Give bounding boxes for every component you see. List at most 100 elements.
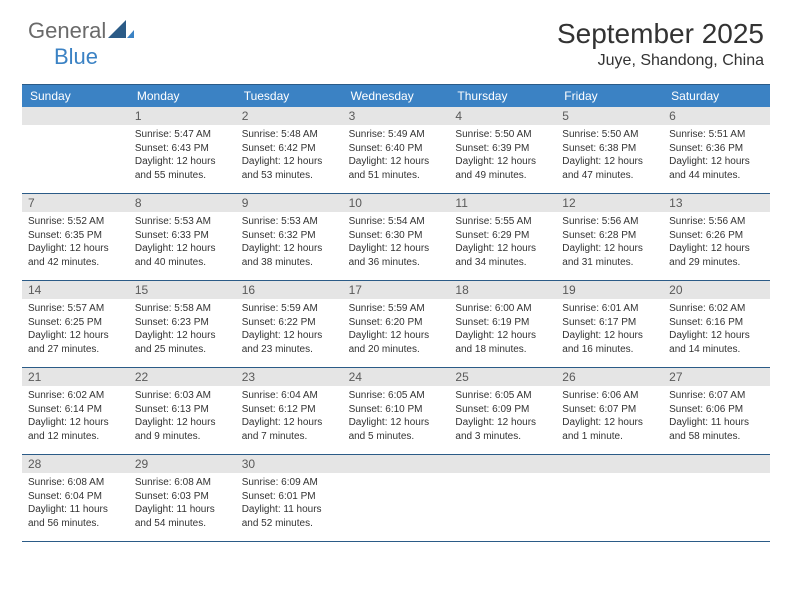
- sunrise-text: Sunrise: 5:54 AM: [349, 215, 444, 229]
- day-number: 3: [343, 107, 450, 125]
- sunrise-text: Sunrise: 5:47 AM: [135, 128, 230, 142]
- day-cell: 7Sunrise: 5:52 AMSunset: 6:35 PMDaylight…: [22, 194, 129, 280]
- day-number: 28: [22, 455, 129, 473]
- day-cell: 18Sunrise: 6:00 AMSunset: 6:19 PMDayligh…: [449, 281, 556, 367]
- day-number: 23: [236, 368, 343, 386]
- daylight-text: Daylight: 12 hours and 47 minutes.: [562, 155, 657, 182]
- day-details: Sunrise: 5:51 AMSunset: 6:36 PMDaylight:…: [663, 125, 770, 186]
- sunset-text: Sunset: 6:33 PM: [135, 229, 230, 243]
- day-cell: 30Sunrise: 6:09 AMSunset: 6:01 PMDayligh…: [236, 455, 343, 541]
- sunrise-text: Sunrise: 5:58 AM: [135, 302, 230, 316]
- day-cell: 26Sunrise: 6:06 AMSunset: 6:07 PMDayligh…: [556, 368, 663, 454]
- day-cell: 5Sunrise: 5:50 AMSunset: 6:38 PMDaylight…: [556, 107, 663, 193]
- day-cell: 22Sunrise: 6:03 AMSunset: 6:13 PMDayligh…: [129, 368, 236, 454]
- day-cell: 16Sunrise: 5:59 AMSunset: 6:22 PMDayligh…: [236, 281, 343, 367]
- weeks-container: 1 Sunrise: 5:47 AMSunset: 6:43 PM Daylight…: [22, 107, 770, 542]
- day-number: [343, 455, 450, 473]
- day-cell: 8Sunrise: 5:53 AMSunset: 6:33 PMDaylight…: [129, 194, 236, 280]
- daylight-text: Daylight: 11 hours and 56 minutes.: [28, 503, 123, 530]
- sunrise-text: Sunrise: 6:07 AM: [669, 389, 764, 403]
- sunset-text: Sunset: 6:10 PM: [349, 403, 444, 417]
- daylight-text: Daylight: 12 hours and 38 minutes.: [242, 242, 337, 269]
- day-cell: 15Sunrise: 5:58 AMSunset: 6:23 PMDayligh…: [129, 281, 236, 367]
- sunrise-text: Sunrise: 6:08 AM: [28, 476, 123, 490]
- week-row: 28Sunrise: 6:08 AMSunset: 6:04 PMDayligh…: [22, 455, 770, 542]
- day-cell: 14Sunrise: 5:57 AMSunset: 6:25 PMDayligh…: [22, 281, 129, 367]
- day-cell: 27Sunrise: 6:07 AMSunset: 6:06 PMDayligh…: [663, 368, 770, 454]
- day-number: 8: [129, 194, 236, 212]
- logo-general: General: [28, 18, 106, 43]
- day-details: Sunrise: 6:00 AMSunset: 6:19 PMDaylight:…: [449, 299, 556, 360]
- sunset-text: Sunset: 6:40 PM: [349, 142, 444, 156]
- day-cell: 20Sunrise: 6:02 AMSunset: 6:16 PMDayligh…: [663, 281, 770, 367]
- day-cell: 12Sunrise: 5:56 AMSunset: 6:28 PMDayligh…: [556, 194, 663, 280]
- sunrise-text: Sunrise: 6:06 AM: [562, 389, 657, 403]
- day-number: 12: [556, 194, 663, 212]
- sunset-text: Sunset: 6:23 PM: [135, 316, 230, 330]
- sunrise-text: Sunrise: 5:53 AM: [242, 215, 337, 229]
- week-row: 14Sunrise: 5:57 AMSunset: 6:25 PMDayligh…: [22, 281, 770, 368]
- day-details: Sunrise: 5:59 AMSunset: 6:20 PMDaylight:…: [343, 299, 450, 360]
- daylight-text: Daylight: 11 hours and 52 minutes.: [242, 503, 337, 530]
- day-details: Sunrise: 6:03 AMSunset: 6:13 PMDaylight:…: [129, 386, 236, 447]
- weekday-cell: Sunday: [22, 85, 129, 107]
- daylight-text: Daylight: 12 hours and 42 minutes.: [28, 242, 123, 269]
- week-row: 7Sunrise: 5:52 AMSunset: 6:35 PMDaylight…: [22, 194, 770, 281]
- daylight-text: Daylight: 12 hours and 34 minutes.: [455, 242, 550, 269]
- day-details: Sunrise: 5:50 AMSunset: 6:38 PMDaylight:…: [556, 125, 663, 186]
- day-cell: [343, 455, 450, 541]
- day-details: Sunrise: 6:06 AMSunset: 6:07 PMDaylight:…: [556, 386, 663, 447]
- day-details: Sunrise: 6:08 AMSunset: 6:03 PMDaylight:…: [129, 473, 236, 534]
- sunset-text: Sunset: 6:39 PM: [455, 142, 550, 156]
- sunrise-text: Sunrise: 6:02 AM: [669, 302, 764, 316]
- day-details: Sunrise: 6:02 AMSunset: 6:16 PMDaylight:…: [663, 299, 770, 360]
- sunrise-text: Sunrise: 6:08 AM: [135, 476, 230, 490]
- daylight-text: Daylight: 12 hours and 25 minutes.: [135, 329, 230, 356]
- sunset-text: Sunset: 6:22 PM: [242, 316, 337, 330]
- day-number: 10: [343, 194, 450, 212]
- weekday-cell: Wednesday: [343, 85, 450, 107]
- daylight-text: Daylight: 12 hours and 12 minutes.: [28, 416, 123, 443]
- calendar: SundayMondayTuesdayWednesdayThursdayFrid…: [22, 84, 770, 542]
- sunset-text: Sunset: 6:12 PM: [242, 403, 337, 417]
- sunrise-text: Sunrise: 6:03 AM: [135, 389, 230, 403]
- daylight-text: Daylight: 12 hours and 16 minutes.: [562, 329, 657, 356]
- sunset-text: Sunset: 6:43 PM: [135, 142, 230, 156]
- daylight-text: Daylight: 12 hours and 7 minutes.: [242, 416, 337, 443]
- daylight-text: Daylight: 12 hours and 23 minutes.: [242, 329, 337, 356]
- day-cell: 24Sunrise: 6:05 AMSunset: 6:10 PMDayligh…: [343, 368, 450, 454]
- day-number: 20: [663, 281, 770, 299]
- sunset-text: Sunset: 6:38 PM: [562, 142, 657, 156]
- day-number: 1: [129, 107, 236, 125]
- day-cell: 17Sunrise: 5:59 AMSunset: 6:20 PMDayligh…: [343, 281, 450, 367]
- day-details: Sunrise: 5:48 AMSunset: 6:42 PMDaylight:…: [236, 125, 343, 186]
- day-number: 25: [449, 368, 556, 386]
- day-number: [556, 455, 663, 473]
- day-cell: [449, 455, 556, 541]
- day-cell: 4Sunrise: 5:50 AMSunset: 6:39 PMDaylight…: [449, 107, 556, 193]
- daylight-text: Daylight: 12 hours and 14 minutes.: [669, 329, 764, 356]
- day-cell: 3Sunrise: 5:49 AMSunset: 6:40 PMDaylight…: [343, 107, 450, 193]
- day-number: 9: [236, 194, 343, 212]
- day-cell: [22, 107, 129, 193]
- sunrise-text: Sunrise: 5:59 AM: [242, 302, 337, 316]
- daylight-text: Daylight: 11 hours and 54 minutes.: [135, 503, 230, 530]
- day-details: Sunrise: 6:07 AMSunset: 6:06 PMDaylight:…: [663, 386, 770, 447]
- sunset-text: Sunset: 6:14 PM: [28, 403, 123, 417]
- day-number: 7: [22, 194, 129, 212]
- day-number: 26: [556, 368, 663, 386]
- sunrise-text: Sunrise: 5:48 AM: [242, 128, 337, 142]
- daylight-text: Daylight: 12 hours and 20 minutes.: [349, 329, 444, 356]
- day-details: Sunrise: 6:02 AMSunset: 6:14 PMDaylight:…: [22, 386, 129, 447]
- day-number: 24: [343, 368, 450, 386]
- sunrise-text: Sunrise: 6:05 AM: [455, 389, 550, 403]
- sunrise-text: Sunrise: 5:56 AM: [669, 215, 764, 229]
- daylight-text: Daylight: 12 hours and 49 minutes.: [455, 155, 550, 182]
- sunrise-text: Sunrise: 5:52 AM: [28, 215, 123, 229]
- day-number: 18: [449, 281, 556, 299]
- day-cell: 10Sunrise: 5:54 AMSunset: 6:30 PMDayligh…: [343, 194, 450, 280]
- day-cell: 19Sunrise: 6:01 AMSunset: 6:17 PMDayligh…: [556, 281, 663, 367]
- daylight-text: Daylight: 12 hours and 36 minutes.: [349, 242, 444, 269]
- sunset-text: Sunset: 6:36 PM: [669, 142, 764, 156]
- daylight-text: Daylight: 12 hours and 27 minutes.: [28, 329, 123, 356]
